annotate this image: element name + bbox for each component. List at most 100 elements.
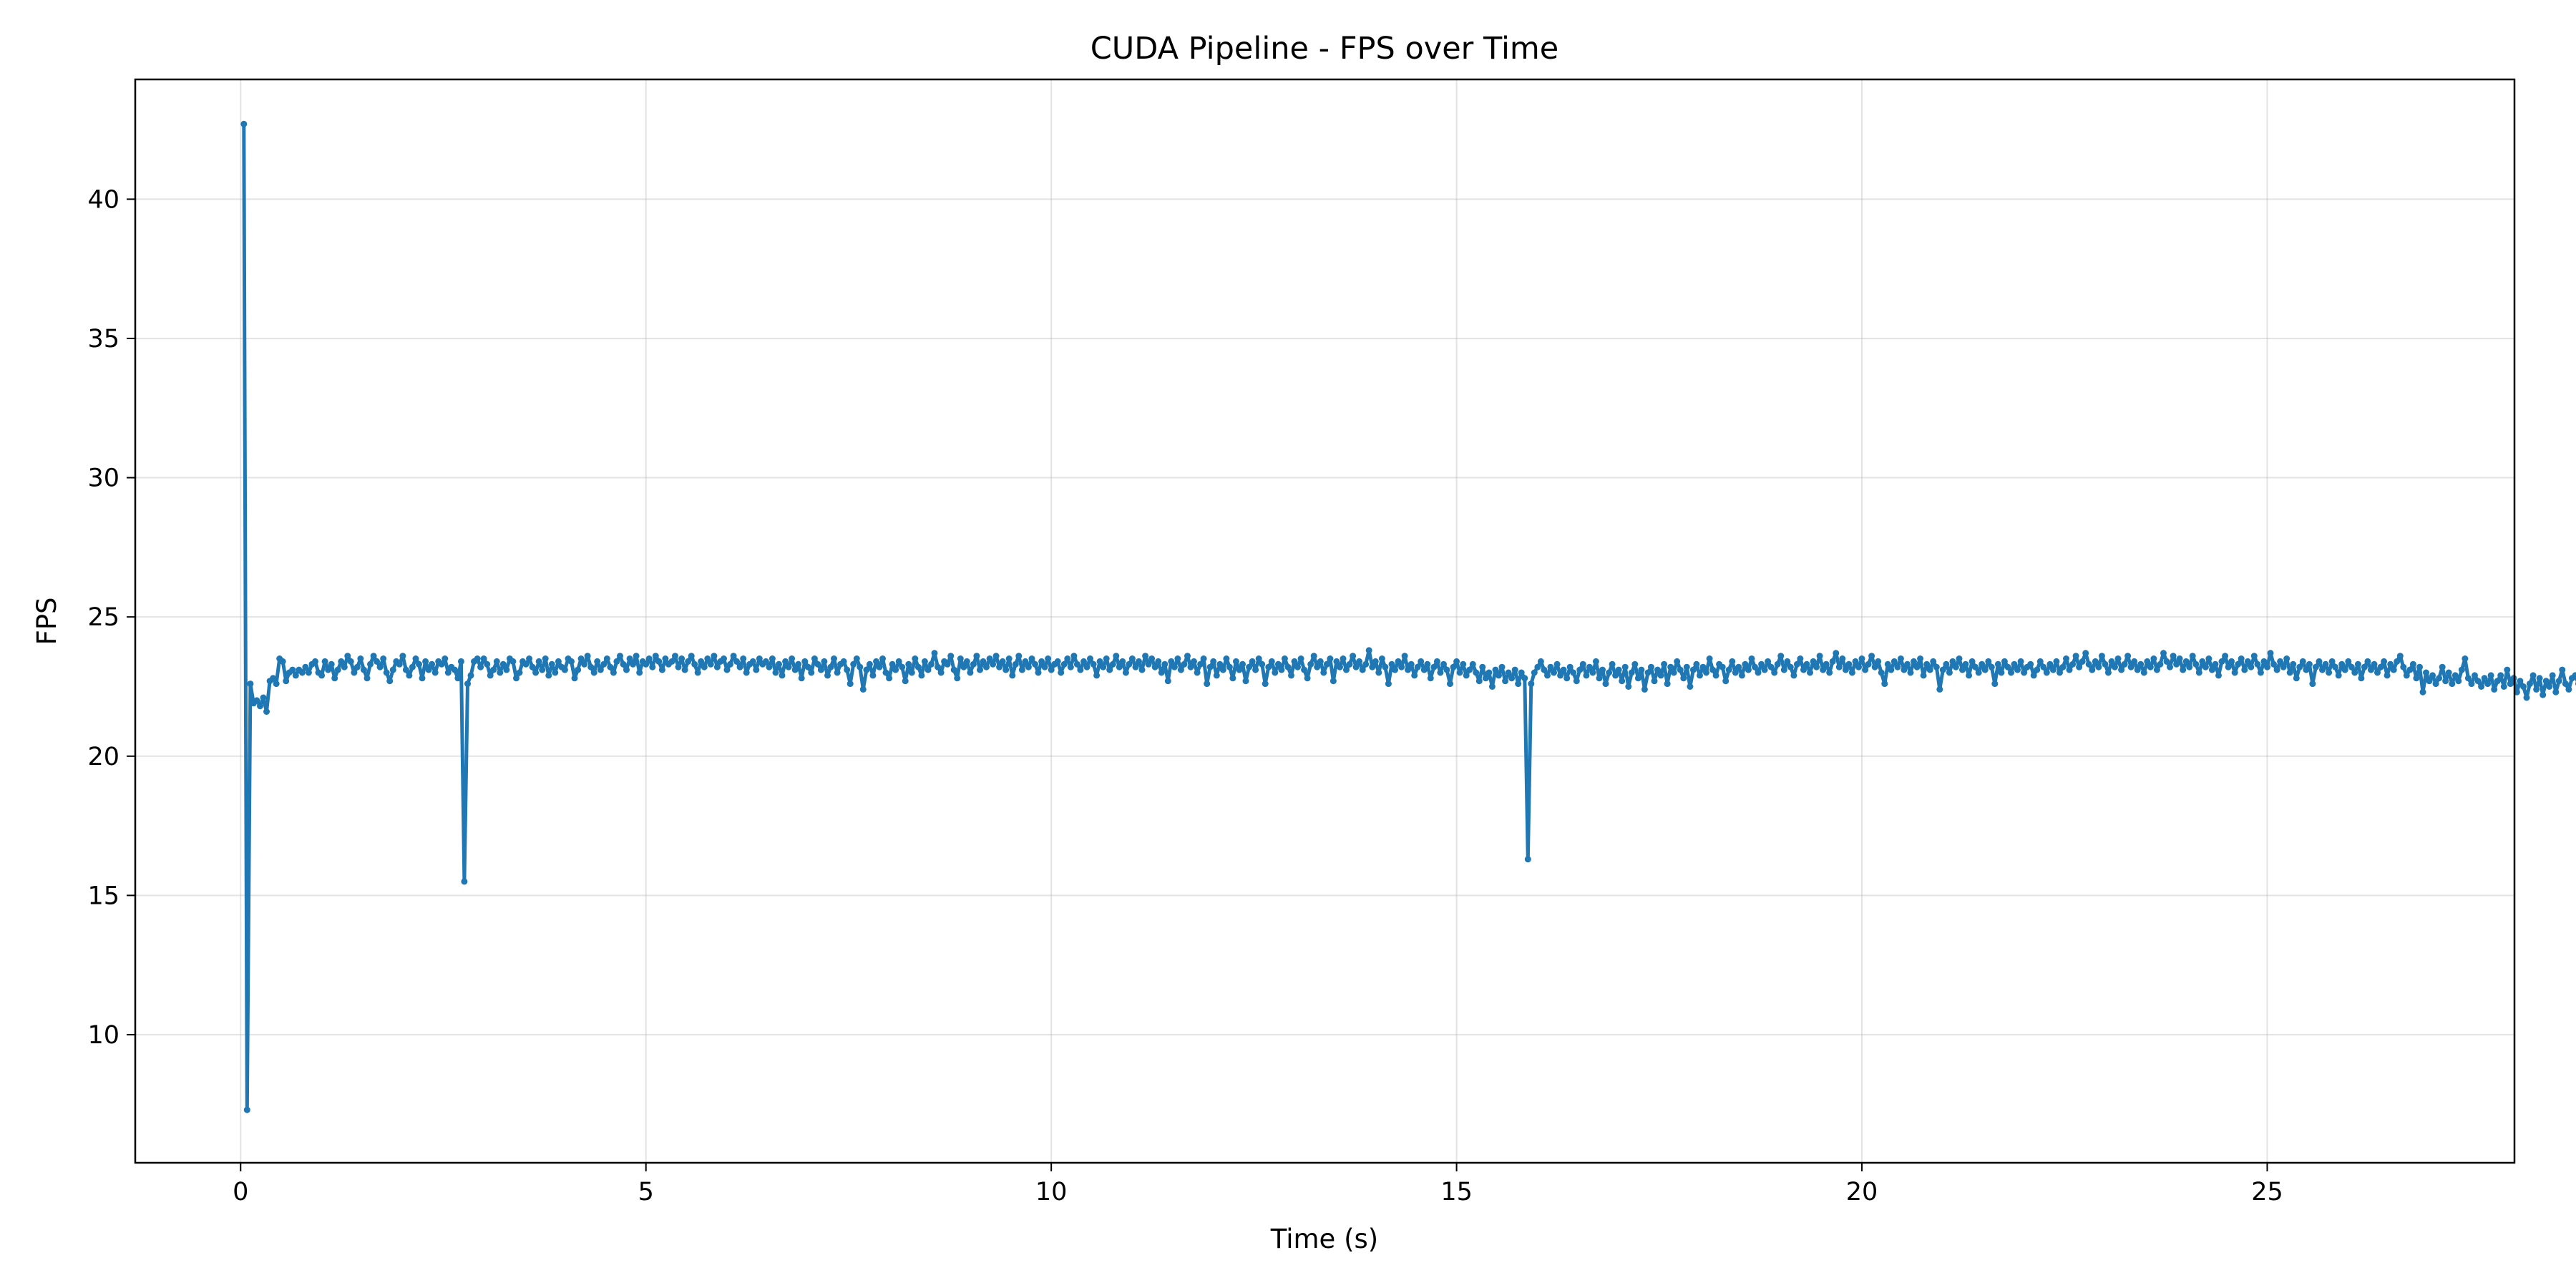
fps-data-point: [260, 694, 267, 701]
fps-data-point: [658, 666, 665, 673]
fps-data-point: [914, 663, 922, 670]
fps-data-point: [2426, 678, 2433, 685]
fps-data-point: [1528, 680, 1535, 688]
fps-data-point: [312, 658, 318, 665]
fps-data-point: [2523, 694, 2530, 701]
fps-data-point: [1496, 672, 1502, 679]
fps-data-point: [2014, 666, 2021, 673]
fps-data-point: [1615, 666, 1622, 673]
y-tick-label: 25: [87, 603, 119, 632]
fps-data-point: [1712, 672, 1719, 679]
fps-data-point: [419, 675, 426, 682]
fps-data-point: [1058, 669, 1065, 676]
fps-data-point: [1018, 666, 1025, 673]
fps-data-point: [678, 655, 686, 662]
fps-data-point: [370, 653, 377, 660]
fps-data-point: [620, 660, 627, 668]
fps-data-point: [331, 675, 338, 682]
fps-data-point: [1835, 663, 1843, 670]
fps-data-point: [522, 660, 530, 668]
fps-data-point: [2559, 666, 2566, 673]
fps-data-point: [357, 655, 364, 662]
fps-data-point: [2235, 660, 2242, 668]
fps-data-point: [2108, 658, 2115, 665]
fps-data-point: [1670, 669, 1677, 676]
fps-data-point: [2170, 653, 2177, 660]
fps-data-point: [2034, 666, 2041, 673]
fps-data-point: [672, 653, 678, 660]
fps-data-point: [2264, 663, 2270, 670]
fps-data-point: [1553, 660, 1561, 668]
fps-data-point: [970, 660, 977, 668]
fps-data-point: [1560, 666, 1567, 673]
fps-data-point: [2089, 666, 2096, 673]
fps-data-point: [2474, 678, 2482, 685]
fps-data-point: [876, 663, 883, 670]
fps-data-point: [2046, 660, 2054, 668]
fps-data-point: [1602, 680, 1609, 688]
fps-data-point: [1278, 666, 1285, 673]
fps-data-point: [707, 660, 714, 668]
fps-data-point: [1187, 663, 1194, 670]
fps-data-point: [347, 658, 354, 665]
fps-data-point: [1800, 666, 1807, 673]
fps-data-point: [1450, 663, 1457, 670]
fps-data-point: [2277, 658, 2284, 665]
fps-data-point: [1767, 663, 1775, 670]
fps-data-point: [1314, 663, 1321, 670]
fps-data-point: [2429, 672, 2436, 679]
fps-data-point: [721, 655, 727, 662]
fps-data-point: [1093, 672, 1101, 679]
fps-data-point: [532, 669, 540, 676]
y-axis-ticks: 10 15 20 25 30 35 40: [87, 185, 135, 1050]
fps-data-point: [1956, 655, 1963, 662]
fps-data-point: [1025, 663, 1032, 670]
fps-data-point: [999, 658, 1006, 665]
fps-data-point: [1742, 660, 1749, 668]
fps-data-point: [1171, 663, 1178, 670]
fps-data-point: [2173, 660, 2180, 668]
fps-data-point: [977, 666, 983, 673]
fps-data-point: [422, 658, 429, 665]
fps-data-point: [711, 653, 718, 660]
fps-data-point: [351, 669, 358, 676]
fps-data-point: [723, 666, 731, 673]
x-tick-label: 5: [638, 1178, 654, 1206]
fps-data-point: [1994, 660, 2001, 668]
fps-data-point: [364, 675, 371, 682]
fps-data-point: [1807, 669, 1813, 676]
fps-data-point: [730, 653, 737, 660]
fps-data-point: [526, 655, 533, 662]
fps-data-point: [2306, 660, 2313, 668]
y-tick-label: 35: [87, 325, 119, 353]
fps-data-point: [431, 669, 439, 676]
fps-data-point: [2225, 663, 2232, 670]
fps-data-point: [1599, 666, 1606, 673]
fps-data-point: [2358, 675, 2365, 682]
fps-data-point: [691, 660, 698, 668]
fps-data-point: [1911, 658, 1917, 665]
fps-data-point: [2160, 650, 2167, 657]
fps-data-point: [1570, 669, 1577, 676]
fps-data-point: [1216, 660, 1224, 668]
fps-data-point: [789, 655, 796, 662]
fps-data-point: [2244, 658, 2251, 665]
fps-data-point: [2396, 653, 2404, 660]
fps-data-point: [1968, 658, 1976, 665]
fps-data-point: [1323, 660, 1330, 668]
grid-lines: [135, 79, 2514, 1163]
fps-data-point: [1865, 660, 1872, 668]
fps-data-point: [406, 672, 413, 679]
fps-data-point: [1475, 678, 1483, 685]
fps-data-point: [957, 655, 964, 662]
fps-data-point: [2241, 666, 2248, 673]
fps-data-point: [1288, 672, 1294, 679]
fps-data-point: [2552, 688, 2560, 696]
fps-data-point: [1631, 660, 1639, 668]
y-tick-label: 20: [87, 743, 119, 771]
fps-data-point: [1181, 660, 1188, 668]
fps-data-point: [2464, 675, 2472, 682]
fps-data-point: [2222, 653, 2229, 660]
fps-data-point: [1204, 680, 1211, 688]
fps-data-point: [733, 658, 741, 665]
